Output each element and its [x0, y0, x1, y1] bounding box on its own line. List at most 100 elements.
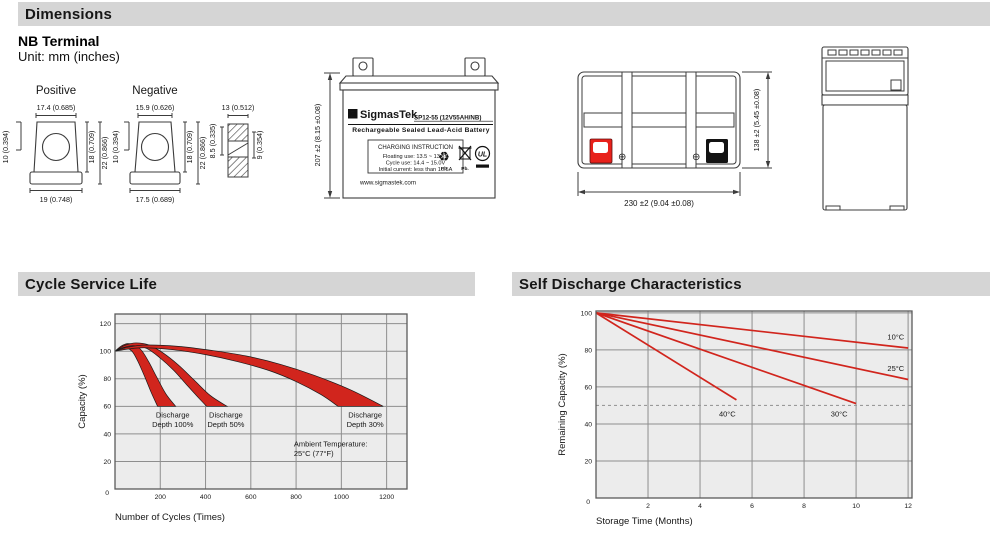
width-dimension: 230 ±2 (9.04 ±0.08) — [577, 172, 741, 208]
height-dimension: 207 ±2 (8.15 ±0.08) — [313, 72, 340, 199]
profile-hatched-bottom — [227, 156, 249, 178]
side-lid-band — [821, 94, 909, 106]
x-tick-label: 600 — [245, 494, 257, 501]
battery-front-view: 207 ±2 (8.15 ±0.08) Σ SigmasTek SP12-55 … — [313, 57, 500, 199]
ul-letters: UL — [478, 152, 487, 159]
cap-small-square — [890, 79, 902, 91]
x-tick-label: 800 — [290, 494, 302, 501]
foot — [889, 205, 905, 211]
annotation-label: Discharge — [209, 410, 243, 419]
annotation-label: 25°C (77°F) — [294, 449, 334, 458]
annotation-label: Depth 50% — [207, 420, 244, 429]
brand-name: SigmasTek — [360, 109, 418, 121]
y-axis-title: Remaining Capacity (%) — [557, 353, 568, 455]
minus-terminal-icon: ⊖ — [692, 152, 700, 163]
annotation-label: Discharge — [156, 410, 190, 419]
post-hole — [470, 61, 480, 71]
terminal-drawings: Positive 17.4 (0.685) 10 (0.394) 19 (0.7… — [1, 85, 264, 204]
y-tick-label: 120 — [100, 321, 112, 328]
positive-label: Positive — [36, 85, 76, 97]
positive-side-inner-dim: 18 (0.709) — [87, 131, 96, 164]
battery-height-dim: 207 ±2 (8.15 ±0.08) — [313, 104, 322, 167]
negative-terminal-top: ⊖ — [692, 139, 728, 163]
depth-dimension: 138 ±2 (5.45 ±0.08) — [742, 71, 772, 169]
plus-terminal-icon: ⊕ — [618, 152, 626, 163]
x-tick-label: 1200 — [379, 494, 394, 501]
positive-terminal-drawing: Positive 17.4 (0.685) 10 (0.394) 19 (0.7… — [1, 85, 109, 204]
foot — [825, 205, 841, 211]
handle-strap-right — [685, 71, 697, 169]
negative-bottom-dim: 17.5 (0.689) — [136, 195, 175, 204]
x-tick-label: 2 — [646, 503, 650, 510]
profile-hatched-top — [227, 123, 249, 142]
x-tick-label: 4 — [698, 503, 702, 510]
charging-line-2: Cycle use: 14.4 ~ 15.0V — [386, 161, 446, 167]
x-axis-title: Storage Time (Months) — [596, 516, 693, 527]
battery-shoulder — [338, 75, 500, 84]
negative-label: Negative — [132, 85, 177, 97]
bin-cross — [458, 145, 472, 161]
dim-bracket — [196, 121, 200, 185]
bin-pb-text: Pb. — [461, 166, 468, 172]
series-label: 10°C — [887, 333, 904, 342]
y-tick-label: 20 — [103, 459, 111, 466]
self-discharge-title: Self Discharge Characteristics — [519, 275, 742, 293]
dim-bracket — [16, 121, 22, 151]
battery-depth-dim: 138 ±2 (5.45 ±0.08) — [752, 89, 761, 152]
nb-terminal-heading: NB Terminal — [18, 33, 100, 49]
profile-top-dim: 13 (0.512) — [222, 103, 255, 112]
dim-bracket — [183, 121, 187, 173]
terminal-flange — [129, 171, 181, 185]
y-tick-label: 100 — [100, 349, 112, 356]
terminal-profile-drawing: 13 (0.512) 8.5 (0.335) 9 (0.354) — [208, 103, 264, 178]
positive-top-dim: 17.4 (0.685) — [37, 103, 76, 112]
positive-bottom-dim: 19 (0.748) — [40, 195, 73, 204]
y-axis-title: Capacity (%) — [77, 374, 88, 428]
plot-border — [114, 313, 408, 490]
series-label: 40°C — [719, 410, 736, 419]
series-line — [595, 312, 737, 401]
series-line — [595, 312, 857, 405]
handle-strap-left — [621, 71, 633, 169]
positive-side-outer-dim: 22 (0.866) — [100, 137, 109, 170]
charging-line-3: Initial current: less than 16.5A — [379, 167, 453, 173]
dim-bracket — [35, 113, 77, 118]
crossed-bin-pb-icon — [458, 145, 472, 161]
battery-type-line: Rechargeable Sealed Lead-Acid Battery — [352, 127, 489, 134]
recycle-pb-text: Pb — [441, 166, 447, 172]
side-top-cap — [821, 46, 909, 96]
negative-side-outer-dim: 22 (0.866) — [198, 137, 207, 170]
y-tick-label: 40 — [584, 421, 592, 428]
unit-label: Unit: mm (inches) — [18, 49, 120, 64]
section-header-self-discharge: Self Discharge Characteristics — [512, 272, 990, 296]
annotation-label: Discharge — [348, 410, 382, 419]
x-tick-label: 1000 — [334, 494, 349, 501]
dim-bracket — [29, 188, 83, 193]
annotation-label: Depth 30% — [347, 420, 384, 429]
cap-inner-rect — [825, 60, 905, 92]
x-tick-label: 6 — [750, 503, 754, 510]
dim-bracket — [85, 121, 89, 173]
profile-diagonal — [227, 142, 249, 156]
vent-row — [827, 49, 903, 56]
dim-bracket — [124, 121, 130, 151]
self-discharge-chart: 10°C 25°C 30°C 40°C 2 4 6 8 10 12 20 40 60 80 100 0 Stor… — [557, 310, 913, 527]
side-body — [822, 104, 908, 211]
cycle-service-life-chart: 200 400 600 800 1000 1200204060801001200Disch… — [77, 313, 408, 523]
x-tick-label: 8 — [802, 503, 806, 510]
negative-terminal-drawing: Negative 15.9 (0.626) 10 (0.394) 17.5 (0… — [111, 85, 207, 204]
ul-file-number — [476, 164, 489, 168]
annotation-label: Depth 100% — [152, 420, 194, 429]
x-tick-label: 400 — [200, 494, 212, 501]
y-tick-label: 80 — [584, 347, 592, 354]
dim-bracket — [220, 126, 224, 156]
dimensions-title: Dimensions — [25, 5, 113, 23]
website: www.sigmastek.com — [359, 180, 416, 187]
negative-top-dim: 15.9 (0.626) — [136, 103, 175, 112]
model-number: SP12-55 (12V55AH/NB) — [414, 115, 481, 122]
positive-terminal-top: ⊕ — [589, 138, 626, 164]
series-label: 25°C — [887, 364, 904, 373]
origin-tick-label: 0 — [105, 490, 109, 497]
y-tick-label: 60 — [584, 384, 592, 391]
